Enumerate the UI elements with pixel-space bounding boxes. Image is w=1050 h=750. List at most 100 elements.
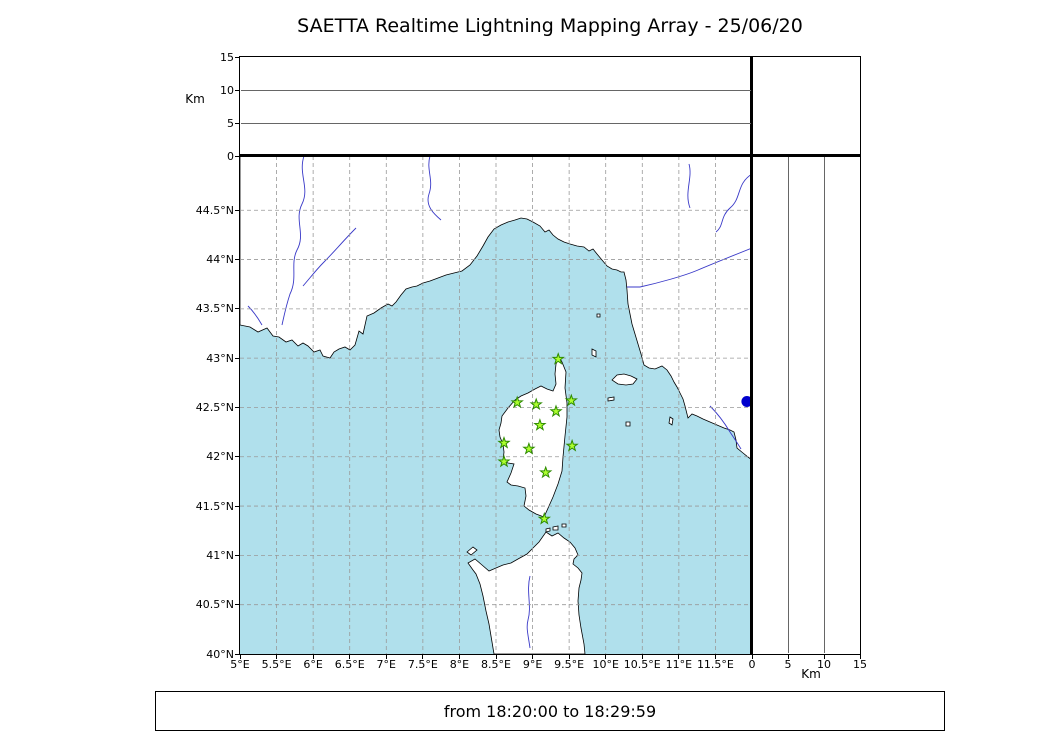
altitude-tick-label: 0 [748, 658, 756, 671]
detection-marker [741, 396, 752, 407]
lat-tick-label: 40°N [206, 647, 234, 661]
river [709, 405, 742, 450]
tick-mark [235, 456, 240, 458]
tick-mark [823, 654, 825, 659]
continental-land [240, 156, 752, 461]
lat-tick-label: 41°N [206, 548, 234, 562]
altitude-tick-label: 10 [220, 83, 234, 97]
pianosa-island [607, 396, 615, 402]
corner-panel [751, 56, 861, 156]
river [715, 173, 752, 233]
lon-tick-label: 6°E [303, 658, 323, 671]
lat-tick-label: 40.5°N [195, 598, 234, 612]
station-marker [533, 418, 547, 431]
time-range-box: from 18:20:00 to 18:29:59 [155, 691, 945, 731]
lightning-detections [741, 396, 752, 407]
tick-mark [235, 308, 240, 310]
lat-tick-label: 42°N [206, 450, 234, 464]
altitude-gridline [788, 157, 789, 653]
station-marker [497, 435, 511, 449]
figure-title: SAETTA Realtime Lightning Mapping Array … [297, 15, 803, 37]
tick-mark [859, 654, 861, 659]
river [627, 247, 752, 288]
river [302, 227, 357, 287]
tick-mark [235, 259, 240, 261]
tick-mark [235, 89, 240, 91]
tick-mark [751, 654, 753, 659]
river [247, 305, 263, 326]
mediterranean-map [240, 156, 752, 654]
lon-tick-label: 6.5°E [334, 658, 365, 671]
tick-mark [235, 604, 240, 606]
tick-mark [235, 653, 240, 655]
lon-tick-label: 9°E [522, 658, 543, 671]
tick-mark [495, 654, 497, 659]
tick-mark [641, 654, 643, 659]
elba-island [611, 373, 638, 386]
lat-tick-label: 44°N [206, 253, 234, 267]
gorgona-island [596, 313, 601, 318]
tick-mark [605, 654, 607, 659]
river [281, 156, 306, 326]
time-range-text: from 18:20:00 to 18:29:59 [443, 701, 657, 721]
station-marker [549, 404, 563, 418]
altitude-tick-label: 10 [817, 658, 831, 671]
altitude-tick-label: 0 [227, 149, 234, 163]
altitude-gridline [824, 157, 825, 653]
montecristo-island [625, 421, 631, 427]
sardinia-island [467, 531, 586, 654]
tick-mark [239, 654, 241, 659]
rivers [247, 156, 752, 649]
river [427, 156, 442, 221]
tick-mark [568, 654, 570, 659]
lon-tick-label: 11°E [665, 658, 693, 671]
station-marker [564, 393, 578, 407]
altitude-tick-label: 15 [220, 50, 234, 64]
lat-tick-label: 43.5°N [195, 302, 234, 316]
lat-tick-label: 42.5°N [195, 400, 234, 414]
altitude-tick-label: 5 [784, 658, 792, 671]
station-marker [529, 397, 543, 411]
lon-tick-label: 7°E [376, 658, 396, 671]
tick-mark [276, 654, 278, 659]
station-marker [537, 511, 551, 525]
tick-mark [235, 56, 240, 58]
lon-tick-label: 5.5°E [261, 658, 292, 671]
asinara-island [466, 546, 478, 556]
tick-mark [235, 209, 240, 211]
tick-mark [235, 406, 240, 408]
tick-mark [312, 654, 314, 659]
station-marker [497, 454, 511, 468]
lon-tick-label: 8.5°E [481, 658, 511, 671]
altitude-gridline [241, 90, 751, 91]
altitude-baseline-horizontal [239, 154, 861, 157]
river [526, 575, 531, 649]
tick-mark [235, 122, 240, 124]
altitude-tick-label: 15 [853, 658, 867, 671]
tick-mark [235, 554, 240, 556]
altitude-axis-label-right: Km [801, 667, 821, 681]
altitude-tick-label: 5 [227, 116, 234, 130]
station-marker [565, 438, 579, 452]
lon-tick-label: 8°E [449, 658, 470, 671]
tick-mark [349, 654, 351, 659]
lon-tick-label: 7.5°E [407, 658, 438, 671]
station-marker [510, 395, 524, 409]
tick-mark [678, 654, 680, 659]
station-marker [551, 352, 565, 365]
tick-mark [385, 654, 387, 659]
land-masses [240, 156, 752, 654]
lma-stations [497, 352, 579, 525]
tick-mark [235, 505, 240, 507]
capraia-island [591, 348, 597, 358]
maddalena-islet [561, 523, 567, 528]
lon-tick-label: 10°E [592, 658, 619, 671]
tick-mark [714, 654, 716, 659]
lon-tick-label: 11.5°E [696, 658, 734, 671]
station-marker [522, 441, 536, 455]
maddalena-islet [545, 527, 551, 533]
maddalena-islet [552, 525, 559, 531]
lon-tick-label: 9.5°E [554, 658, 585, 671]
altitude-vs-latitude-panel [751, 155, 861, 655]
